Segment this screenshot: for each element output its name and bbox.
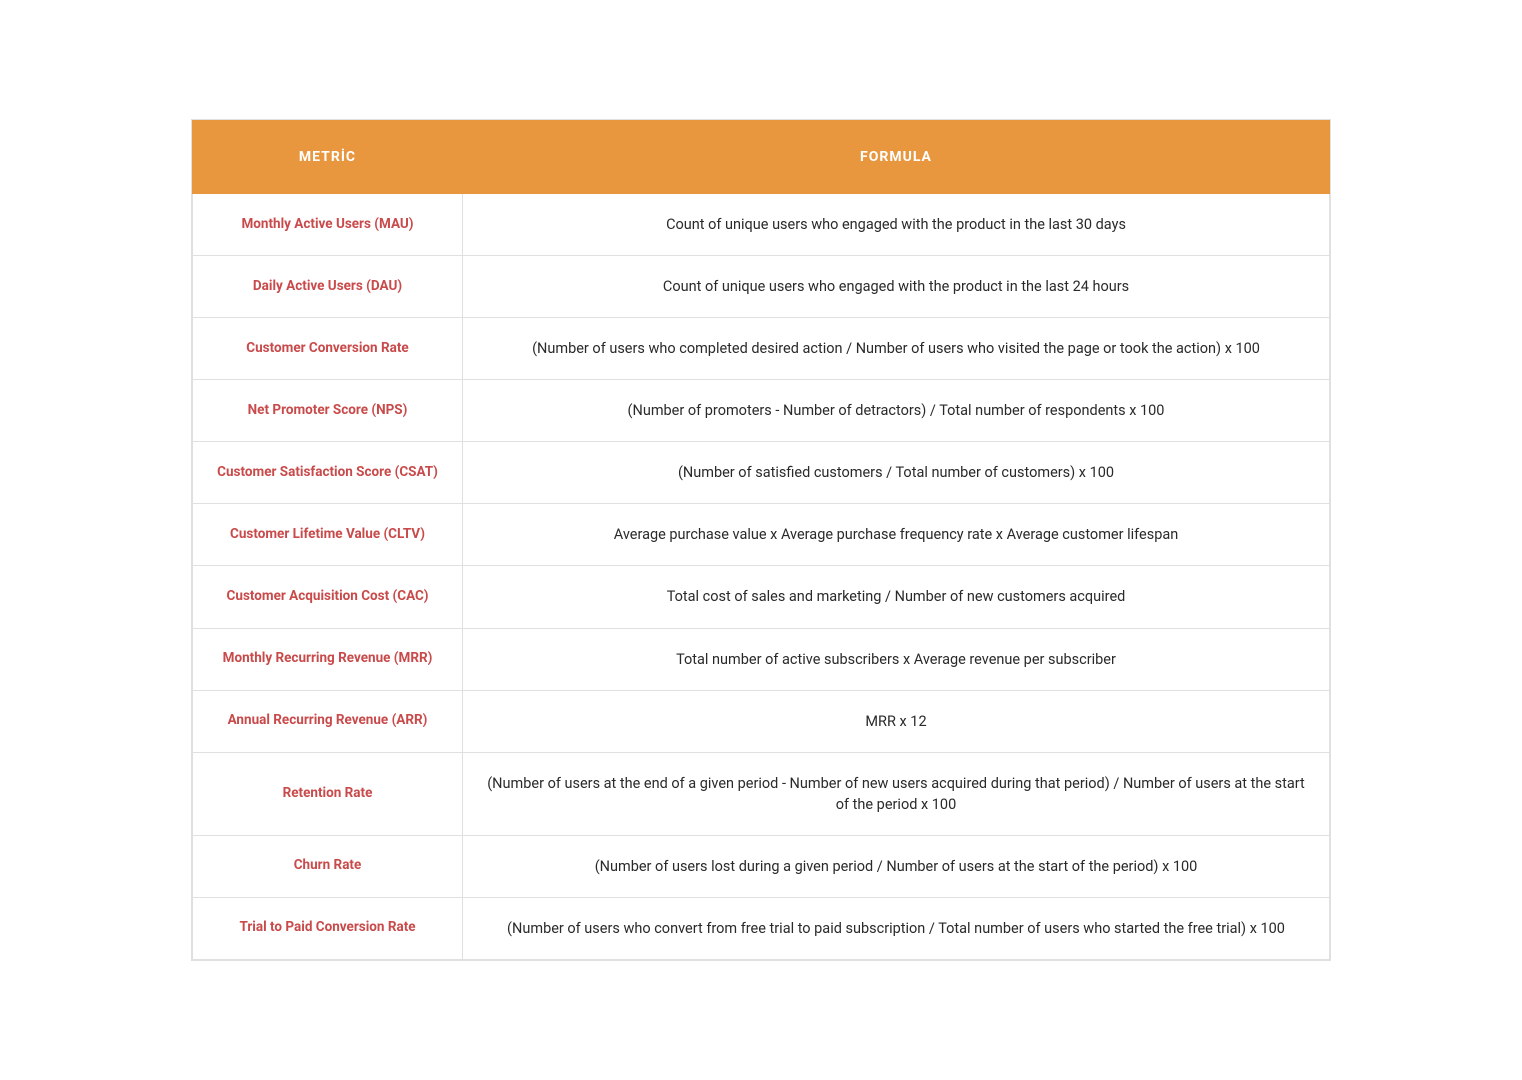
formula-cell: Total number of active subscribers x Ave… (463, 628, 1330, 690)
table-row: Customer Acquisition Cost (CAC)Total cos… (193, 566, 1330, 628)
formula-cell: (Number of users who convert from free t… (463, 897, 1330, 959)
formula-cell: Total cost of sales and marketing / Numb… (463, 566, 1330, 628)
table-row: Churn Rate(Number of users lost during a… (193, 835, 1330, 897)
formula-cell: Count of unique users who engaged with t… (463, 194, 1330, 256)
table-row: Retention Rate(Number of users at the en… (193, 752, 1330, 835)
formula-cell: (Number of users who completed desired a… (463, 318, 1330, 380)
table-row: Net Promoter Score (NPS)(Number of promo… (193, 380, 1330, 442)
metric-cell: Churn Rate (193, 835, 463, 897)
formula-cell: Average purchase value x Average purchas… (463, 504, 1330, 566)
table-row: Annual Recurring Revenue (ARR)MRR x 12 (193, 690, 1330, 752)
metric-cell: Daily Active Users (DAU) (193, 256, 463, 318)
metric-cell: Retention Rate (193, 752, 463, 835)
table-row: Monthly Recurring Revenue (MRR)Total num… (193, 628, 1330, 690)
formula-cell: (Number of users at the end of a given p… (463, 752, 1330, 835)
table-row: Customer Conversion Rate(Number of users… (193, 318, 1330, 380)
formula-cell: MRR x 12 (463, 690, 1330, 752)
table-row: Daily Active Users (DAU)Count of unique … (193, 256, 1330, 318)
table-header-row: METRİC FORMULA (193, 121, 1330, 194)
table-row: Customer Satisfaction Score (CSAT)(Numbe… (193, 442, 1330, 504)
metric-cell: Customer Conversion Rate (193, 318, 463, 380)
table-row: Monthly Active Users (MAU)Count of uniqu… (193, 194, 1330, 256)
metric-cell: Customer Satisfaction Score (CSAT) (193, 442, 463, 504)
metric-cell: Customer Lifetime Value (CLTV) (193, 504, 463, 566)
formula-cell: Count of unique users who engaged with t… (463, 256, 1330, 318)
formula-cell: (Number of users lost during a given per… (463, 835, 1330, 897)
formula-cell: (Number of satisfied customers / Total n… (463, 442, 1330, 504)
metric-cell: Customer Acquisition Cost (CAC) (193, 566, 463, 628)
metric-cell: Monthly Active Users (MAU) (193, 194, 463, 256)
column-header-formula: FORMULA (463, 121, 1330, 194)
table-header: METRİC FORMULA (193, 121, 1330, 194)
metrics-table-container: METRİC FORMULA Monthly Active Users (MAU… (191, 119, 1331, 960)
metrics-table: METRİC FORMULA Monthly Active Users (MAU… (192, 120, 1330, 959)
metric-cell: Annual Recurring Revenue (ARR) (193, 690, 463, 752)
table-row: Trial to Paid Conversion Rate(Number of … (193, 897, 1330, 959)
metric-cell: Monthly Recurring Revenue (MRR) (193, 628, 463, 690)
metric-cell: Net Promoter Score (NPS) (193, 380, 463, 442)
table-body: Monthly Active Users (MAU)Count of uniqu… (193, 194, 1330, 959)
metric-cell: Trial to Paid Conversion Rate (193, 897, 463, 959)
table-row: Customer Lifetime Value (CLTV)Average pu… (193, 504, 1330, 566)
formula-cell: (Number of promoters - Number of detract… (463, 380, 1330, 442)
column-header-metric: METRİC (193, 121, 463, 194)
